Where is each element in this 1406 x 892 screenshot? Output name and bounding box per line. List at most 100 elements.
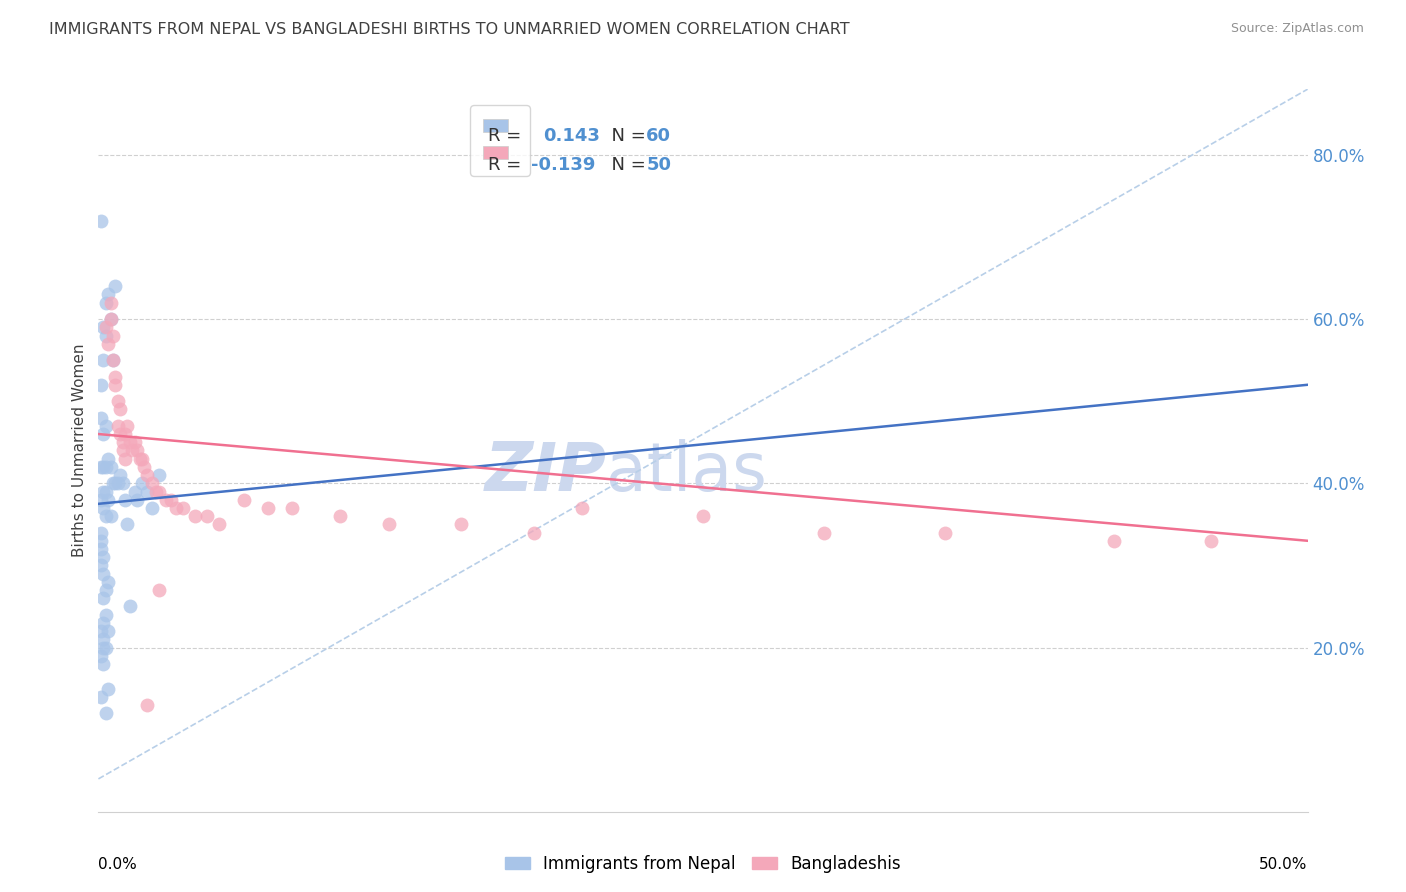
Point <box>94 509 117 524</box>
Point <box>256 500 278 515</box>
Point <box>117 517 139 532</box>
Point <box>97 681 120 696</box>
Legend: , : , <box>470 105 530 176</box>
Point <box>155 492 177 507</box>
Point <box>94 328 117 343</box>
Legend: Immigrants from Nepal, Bangladeshis: Immigrants from Nepal, Bangladeshis <box>498 848 908 880</box>
Text: Source: ZipAtlas.com: Source: ZipAtlas.com <box>1230 22 1364 36</box>
Point <box>97 574 120 589</box>
Point <box>114 427 136 442</box>
Text: 0.143: 0.143 <box>543 128 600 145</box>
Point <box>107 476 129 491</box>
Text: 60: 60 <box>647 128 671 145</box>
Point <box>101 476 124 491</box>
Point <box>195 509 218 524</box>
Point <box>91 353 114 368</box>
Point <box>934 525 956 540</box>
Point <box>104 369 127 384</box>
Point <box>101 328 124 343</box>
Point <box>97 624 120 639</box>
Point <box>1199 533 1222 548</box>
Point <box>90 377 112 392</box>
Point <box>121 443 143 458</box>
Point <box>131 451 153 466</box>
Point <box>208 517 231 532</box>
Point <box>124 435 146 450</box>
Point <box>160 492 183 507</box>
Point <box>377 517 399 532</box>
Point <box>94 484 117 499</box>
Point <box>148 468 170 483</box>
Point <box>114 451 136 466</box>
Point <box>135 484 157 499</box>
Point <box>90 213 112 227</box>
Point <box>90 459 112 474</box>
Point <box>172 500 194 515</box>
Point <box>127 492 149 507</box>
Point <box>145 484 167 499</box>
Point <box>692 509 714 524</box>
Point <box>91 632 114 647</box>
Point <box>91 657 114 671</box>
Point <box>111 476 134 491</box>
Point <box>127 443 149 458</box>
Point <box>184 509 207 524</box>
Text: -0.139: -0.139 <box>531 156 596 174</box>
Text: R =: R = <box>488 128 533 145</box>
Point <box>114 492 136 507</box>
Point <box>97 287 120 301</box>
Point <box>101 353 124 368</box>
Point <box>100 312 122 326</box>
Point <box>91 550 114 565</box>
Point <box>97 492 120 507</box>
Point <box>100 459 122 474</box>
Point <box>118 435 141 450</box>
Point <box>90 648 112 663</box>
Point <box>94 418 117 433</box>
Point <box>97 336 120 351</box>
Point <box>90 533 112 548</box>
Point <box>94 459 117 474</box>
Point <box>813 525 835 540</box>
Text: N =: N = <box>600 156 652 174</box>
Point <box>523 525 546 540</box>
Point <box>329 509 352 524</box>
Point <box>108 402 131 417</box>
Point <box>111 435 134 450</box>
Point <box>91 500 114 515</box>
Point <box>101 353 124 368</box>
Point <box>104 279 127 293</box>
Point <box>94 295 117 310</box>
Point <box>128 451 150 466</box>
Point <box>118 599 141 614</box>
Point <box>107 394 129 409</box>
Point <box>91 320 114 334</box>
Point <box>91 566 114 581</box>
Point <box>90 624 112 639</box>
Point <box>94 706 117 721</box>
Point <box>94 320 117 334</box>
Point <box>135 698 157 712</box>
Point <box>94 640 117 655</box>
Point <box>90 541 112 556</box>
Text: ZIP: ZIP <box>485 439 606 505</box>
Point <box>141 476 163 491</box>
Point <box>94 582 117 597</box>
Point <box>571 500 593 515</box>
Point <box>90 410 112 425</box>
Point <box>124 484 146 499</box>
Point <box>94 607 117 622</box>
Point <box>91 459 114 474</box>
Point <box>117 418 139 433</box>
Point <box>148 484 170 499</box>
Y-axis label: Births to Unmarried Women: Births to Unmarried Women <box>72 343 87 558</box>
Point <box>90 525 112 540</box>
Point <box>100 295 122 310</box>
Text: atlas: atlas <box>606 439 768 505</box>
Point <box>104 476 127 491</box>
Point <box>90 558 112 573</box>
Point <box>97 451 120 466</box>
Point <box>131 476 153 491</box>
Point <box>450 517 472 532</box>
Point <box>111 443 134 458</box>
